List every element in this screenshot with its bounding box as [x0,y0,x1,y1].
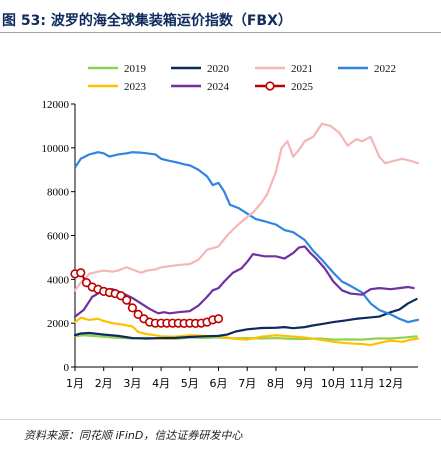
y-tick-label: 4000 [47,274,70,286]
legend-marker [265,81,275,91]
series-line-2022 [73,151,420,324]
figure-title: 图 53: 波罗的海全球集装箱运价指数（FBX） [2,13,292,29]
x-tick-label: 7月 [238,377,256,390]
series-2020 [73,297,418,340]
data-point-2025 [213,314,224,324]
x-tick-label: 4月 [152,377,170,390]
data-point-2025 [122,295,132,305]
legend-label: 2019 [124,63,147,75]
data-point-2025 [76,268,86,278]
legend-item-2025: 2025 [255,81,314,93]
x-tick-label: 12月 [378,377,403,390]
legend-label: 2021 [291,63,313,75]
x-tick-label: 1月 [66,377,84,390]
y-tick-label: 6000 [47,231,70,243]
legend-item-2019: 2019 [88,63,147,75]
legend-label: 2022 [374,63,396,75]
series-layer [70,122,420,347]
legend-label: 2025 [291,81,314,93]
x-axis: 1月 2月 3月 4月 5月 6月 7月 8月 9月 10月 11月 12月 [66,366,418,390]
legend-label: 2023 [124,81,147,93]
series-2024 [73,245,415,318]
legend-item-2022: 2022 [338,63,396,75]
x-tick-label: 11月 [350,377,375,390]
series-2025 [70,268,224,328]
legend-label: 2020 [207,63,230,75]
legend-item-2023: 2023 [88,81,147,93]
y-tick-label: 2000 [47,318,70,330]
series-line-2024 [73,245,415,318]
series-2022 [73,151,420,324]
y-axis: 0 2000 4000 6000 8000 10000 12000 [42,99,76,374]
source-note: 资料来源：同花顺 iFinD，信达证券研发中心 [24,429,243,442]
data-point-2025 [127,303,138,313]
chart-legend: 2019 2020 2021 2022 2023 2024 2025 [88,63,396,93]
x-tick-label: 3月 [123,377,141,390]
title-divider [0,32,441,33]
series-line-2021 [73,122,420,292]
y-tick-label: 12000 [42,99,70,111]
legend-item-2024: 2024 [171,81,230,93]
legend-item-2021: 2021 [255,63,313,75]
series-line-2023 [73,316,420,347]
series-2023 [73,316,420,347]
series-line-2020 [73,297,418,340]
legend-item-2020: 2020 [171,63,230,75]
x-tick-label: 2月 [95,377,113,390]
x-tick-label: 6月 [210,377,228,390]
series-2021 [73,122,420,292]
source-divider [0,419,441,420]
x-tick-label: 5月 [181,377,199,390]
x-tick-label: 10月 [321,377,346,390]
x-tick-label: 9月 [296,377,314,390]
y-tick-label: 10000 [42,143,70,155]
legend-label: 2024 [207,81,230,93]
x-tick-label: 8月 [267,377,285,390]
y-tick-label: 0 [64,362,70,374]
y-tick-label: 8000 [47,187,70,199]
